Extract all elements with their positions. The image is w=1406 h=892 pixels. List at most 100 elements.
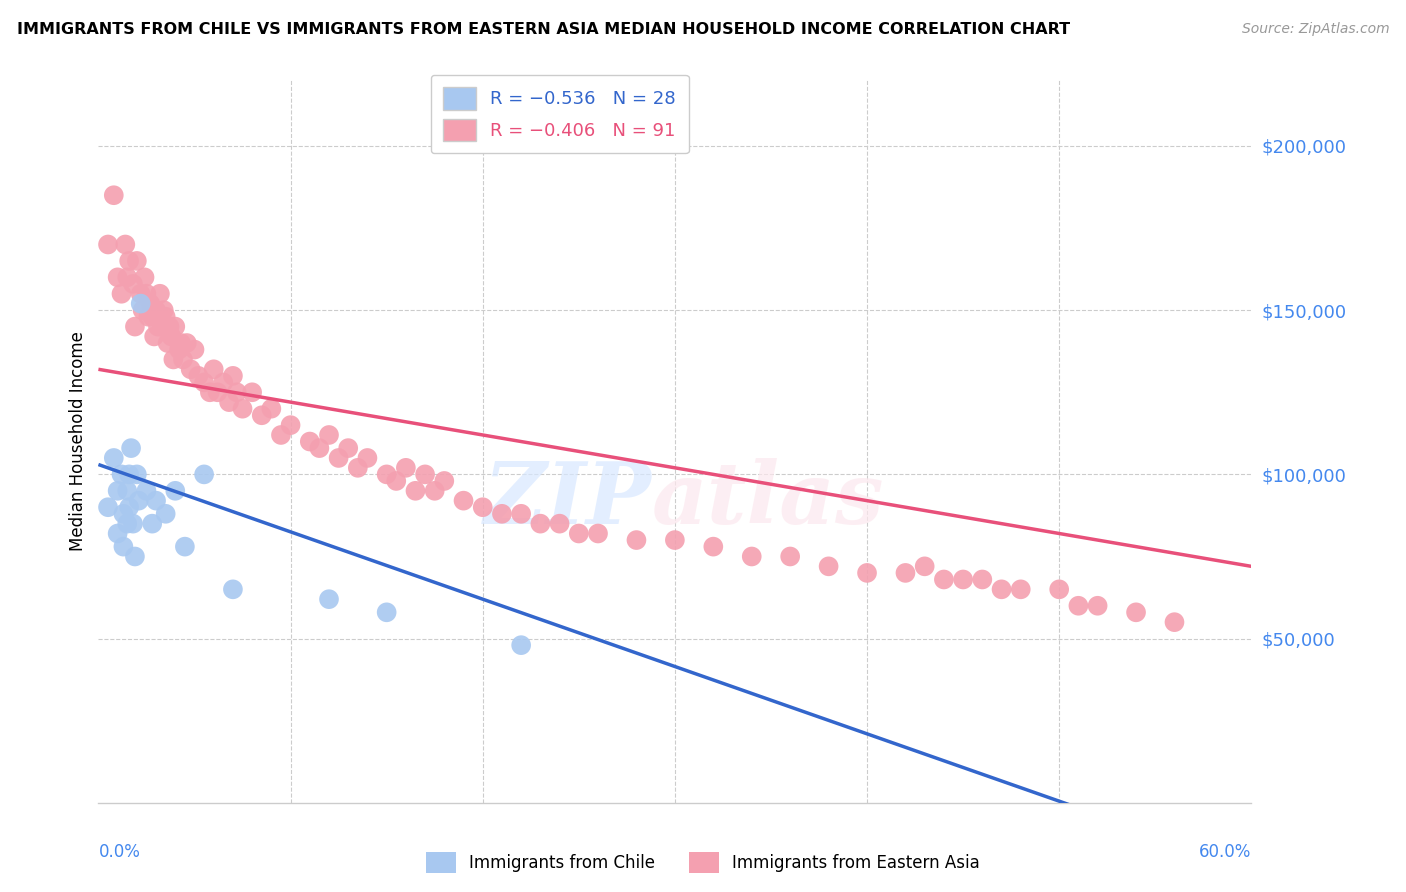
Point bbox=[122, 516, 145, 531]
Point bbox=[124, 319, 146, 334]
Point bbox=[356, 450, 378, 465]
Point bbox=[491, 507, 513, 521]
Point bbox=[1010, 582, 1032, 597]
Point bbox=[117, 270, 139, 285]
Point bbox=[139, 296, 162, 310]
Legend: Immigrants from Chile, Immigrants from Eastern Asia: Immigrants from Chile, Immigrants from E… bbox=[419, 846, 987, 880]
Point bbox=[150, 319, 173, 334]
Point bbox=[103, 188, 125, 202]
Point bbox=[135, 483, 157, 498]
Point bbox=[817, 559, 839, 574]
Point bbox=[125, 253, 148, 268]
Point bbox=[413, 467, 436, 482]
Point bbox=[187, 368, 209, 383]
Point bbox=[1047, 582, 1070, 597]
Point bbox=[225, 385, 247, 400]
Point bbox=[932, 573, 955, 587]
Point bbox=[134, 270, 156, 285]
Point bbox=[103, 450, 125, 465]
Point bbox=[129, 296, 152, 310]
Point bbox=[174, 540, 197, 554]
Point bbox=[149, 286, 172, 301]
Point bbox=[138, 310, 160, 324]
Point bbox=[198, 385, 221, 400]
Point bbox=[914, 559, 936, 574]
Point bbox=[222, 368, 245, 383]
Point bbox=[318, 428, 340, 442]
Point bbox=[141, 516, 163, 531]
Point bbox=[328, 450, 350, 465]
Point bbox=[107, 270, 129, 285]
Point bbox=[152, 303, 174, 318]
Point bbox=[250, 409, 273, 423]
Point bbox=[510, 507, 533, 521]
Point bbox=[131, 303, 153, 318]
Point bbox=[172, 352, 194, 367]
Point bbox=[626, 533, 648, 547]
Point bbox=[280, 418, 302, 433]
Point bbox=[145, 303, 167, 318]
Point bbox=[308, 441, 330, 455]
Text: 60.0%: 60.0% bbox=[1199, 843, 1251, 861]
Point bbox=[110, 286, 132, 301]
Point bbox=[568, 526, 591, 541]
Point bbox=[156, 336, 179, 351]
Point bbox=[110, 467, 132, 482]
Point bbox=[510, 638, 533, 652]
Point bbox=[159, 319, 181, 334]
Point bbox=[118, 253, 141, 268]
Point bbox=[165, 319, 187, 334]
Point bbox=[231, 401, 254, 416]
Point bbox=[375, 605, 398, 619]
Point bbox=[741, 549, 763, 564]
Point bbox=[118, 467, 141, 482]
Point bbox=[972, 573, 994, 587]
Point bbox=[117, 483, 139, 498]
Point bbox=[337, 441, 360, 455]
Point bbox=[97, 500, 120, 515]
Point bbox=[176, 336, 198, 351]
Point bbox=[145, 493, 167, 508]
Y-axis label: Median Household Income: Median Household Income bbox=[69, 332, 87, 551]
Point bbox=[160, 329, 183, 343]
Point bbox=[120, 441, 142, 455]
Point bbox=[135, 286, 157, 301]
Point bbox=[128, 493, 150, 508]
Point bbox=[423, 483, 446, 498]
Point bbox=[162, 352, 184, 367]
Point bbox=[318, 592, 340, 607]
Point bbox=[1067, 599, 1090, 613]
Point bbox=[129, 286, 152, 301]
Point bbox=[155, 507, 177, 521]
Point bbox=[375, 467, 398, 482]
Point bbox=[207, 385, 229, 400]
Text: IMMIGRANTS FROM CHILE VS IMMIGRANTS FROM EASTERN ASIA MEDIAN HOUSEHOLD INCOME CO: IMMIGRANTS FROM CHILE VS IMMIGRANTS FROM… bbox=[17, 22, 1070, 37]
Point bbox=[212, 376, 235, 390]
Point bbox=[180, 362, 202, 376]
Text: Source: ZipAtlas.com: Source: ZipAtlas.com bbox=[1241, 22, 1389, 37]
Point bbox=[453, 493, 475, 508]
Point bbox=[664, 533, 686, 547]
Point bbox=[990, 582, 1012, 597]
Point bbox=[193, 467, 215, 482]
Point bbox=[952, 573, 974, 587]
Point bbox=[385, 474, 408, 488]
Point bbox=[97, 237, 120, 252]
Point bbox=[141, 310, 163, 324]
Text: atlas: atlas bbox=[652, 458, 884, 541]
Point bbox=[395, 460, 418, 475]
Point bbox=[122, 277, 145, 291]
Point bbox=[222, 582, 245, 597]
Point bbox=[218, 395, 240, 409]
Point bbox=[117, 516, 139, 531]
Point bbox=[125, 467, 148, 482]
Point bbox=[298, 434, 321, 449]
Point bbox=[856, 566, 879, 580]
Point bbox=[586, 526, 609, 541]
Point bbox=[183, 343, 205, 357]
Point bbox=[167, 343, 190, 357]
Point bbox=[529, 516, 551, 531]
Point bbox=[107, 483, 129, 498]
Point bbox=[433, 474, 456, 488]
Text: ZIP: ZIP bbox=[484, 458, 652, 541]
